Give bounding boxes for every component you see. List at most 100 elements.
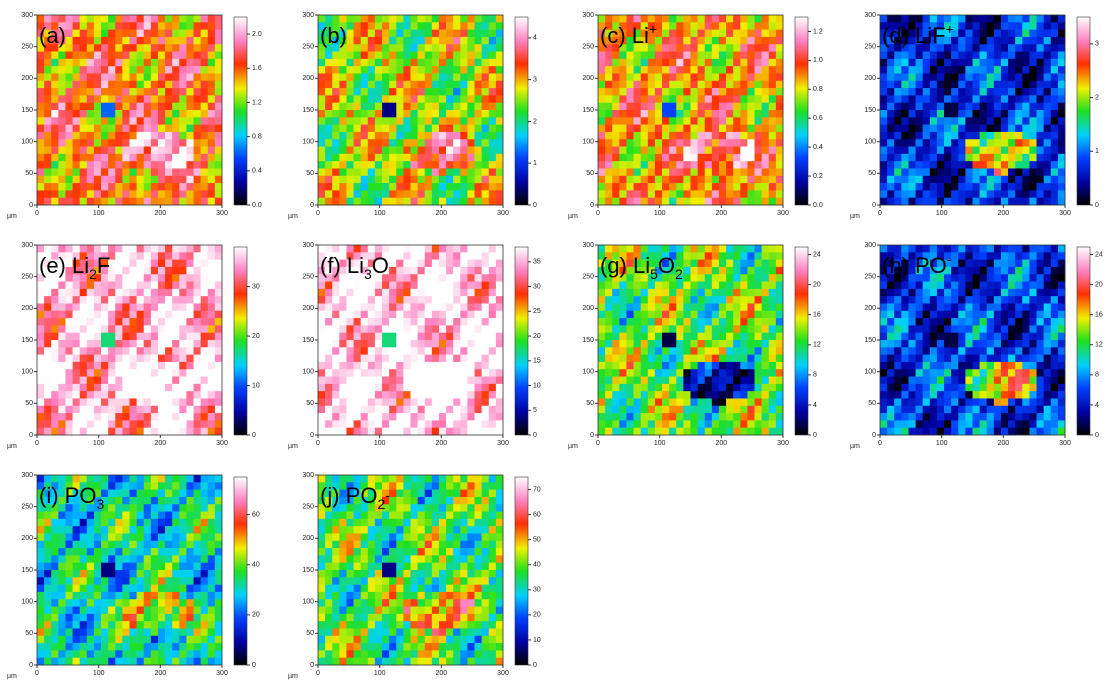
heatmap-cell <box>908 66 915 74</box>
heatmap-cell <box>489 398 496 406</box>
heatmap-cell <box>101 183 108 191</box>
heatmap-cell <box>144 377 151 385</box>
heatmap-cell <box>987 125 994 133</box>
heatmap-cell <box>769 413 776 421</box>
heatmap-cell <box>130 103 137 111</box>
heatmap-cell <box>1037 52 1044 60</box>
heatmap-cell <box>776 147 783 155</box>
heatmap-cell <box>418 183 425 191</box>
heatmap-cell <box>769 325 776 333</box>
heatmap-cell <box>489 325 496 333</box>
heatmap-cell <box>396 110 403 118</box>
heatmap-cell <box>880 132 887 140</box>
heatmap-cell <box>172 296 179 304</box>
heatmap-cell <box>496 117 503 125</box>
heatmap-cell <box>733 274 740 282</box>
heatmap-cell <box>676 22 683 30</box>
heatmap-cell <box>683 52 690 60</box>
heatmap-cell <box>698 81 705 89</box>
heatmap-cell <box>375 333 382 341</box>
heatmap-cell <box>626 369 633 377</box>
heatmap-cell <box>605 81 612 89</box>
heatmap-cell <box>368 117 375 125</box>
heatmap-cell <box>691 59 698 67</box>
heatmap-cell <box>375 52 382 60</box>
heatmap-cell <box>368 347 375 355</box>
heatmap-cell <box>460 420 467 428</box>
heatmap-cell <box>439 362 446 370</box>
heatmap-cell <box>73 318 80 326</box>
heatmap-cell <box>626 413 633 421</box>
heatmap-cell <box>880 73 887 81</box>
heatmap-cell <box>453 132 460 140</box>
heatmap-cell <box>144 73 151 81</box>
heatmap-cell <box>396 147 403 155</box>
heatmap-cell <box>776 66 783 74</box>
heatmap-cell <box>901 52 908 60</box>
heatmap-cell <box>418 333 425 341</box>
heatmap-cell <box>958 125 965 133</box>
heatmap-cell <box>980 37 987 45</box>
heatmap-cell <box>1001 52 1008 60</box>
heatmap-cell <box>80 15 87 23</box>
colorbar-tick-label: 0.6 <box>813 115 823 122</box>
heatmap-cell <box>698 37 705 45</box>
heatmap-cell <box>676 30 683 38</box>
heatmap-cell <box>65 245 72 253</box>
heatmap-cell <box>676 168 683 176</box>
heatmap-cell <box>776 168 783 176</box>
heatmap-cell <box>439 15 446 23</box>
heatmap-cell <box>755 15 762 23</box>
heatmap-cell <box>719 88 726 96</box>
heatmap-cell <box>619 282 626 290</box>
label-part: (c) Li <box>600 23 649 48</box>
heatmap-cell <box>194 22 201 30</box>
heatmap-cell <box>655 318 662 326</box>
heatmap-cell <box>769 37 776 45</box>
heatmap-cell <box>186 22 193 30</box>
heatmap-cell <box>489 391 496 399</box>
heatmap-cell <box>94 15 101 23</box>
heatmap-cell <box>179 198 186 206</box>
heatmap-cell <box>683 147 690 155</box>
heatmap-cell <box>339 311 346 319</box>
heatmap-cell <box>144 398 151 406</box>
heatmap-cell <box>489 59 496 67</box>
heatmap-cell <box>411 311 418 319</box>
heatmap-cell <box>80 190 87 198</box>
heatmap-cell <box>598 88 605 96</box>
heatmap-cell <box>1029 139 1036 147</box>
heatmap-cell <box>719 398 726 406</box>
heatmap-cell <box>411 260 418 268</box>
heatmap-cell <box>691 260 698 268</box>
heatmap-cell <box>418 413 425 421</box>
heatmap-cell <box>115 333 122 341</box>
heatmap-cell <box>151 303 158 311</box>
heatmap-cell <box>361 325 368 333</box>
heatmap-cell <box>453 398 460 406</box>
heatmap-cell <box>755 73 762 81</box>
heatmap-cell <box>605 406 612 414</box>
heatmap-cell <box>208 406 215 414</box>
heatmap-cell <box>418 30 425 38</box>
heatmap-cell <box>101 420 108 428</box>
heatmap-cell <box>432 325 439 333</box>
heatmap-cell <box>389 384 396 392</box>
heatmap-cell <box>201 95 208 103</box>
heatmap-cell <box>776 267 783 275</box>
heatmap-cell <box>994 176 1001 184</box>
heatmap-cell <box>740 377 747 385</box>
heatmap-cell <box>318 95 325 103</box>
heatmap-cell <box>144 384 151 392</box>
heatmap-cell <box>762 125 769 133</box>
heatmap-cell <box>137 103 144 111</box>
heatmap-cell <box>403 274 410 282</box>
heatmap-cell <box>115 154 122 162</box>
heatmap-cell <box>916 198 923 206</box>
heatmap-cell <box>215 289 222 297</box>
heatmap-cell <box>496 15 503 23</box>
heatmap-cell <box>1022 52 1029 60</box>
heatmap-cell <box>676 303 683 311</box>
heatmap-cell <box>115 125 122 133</box>
heatmap-cell <box>994 88 1001 96</box>
